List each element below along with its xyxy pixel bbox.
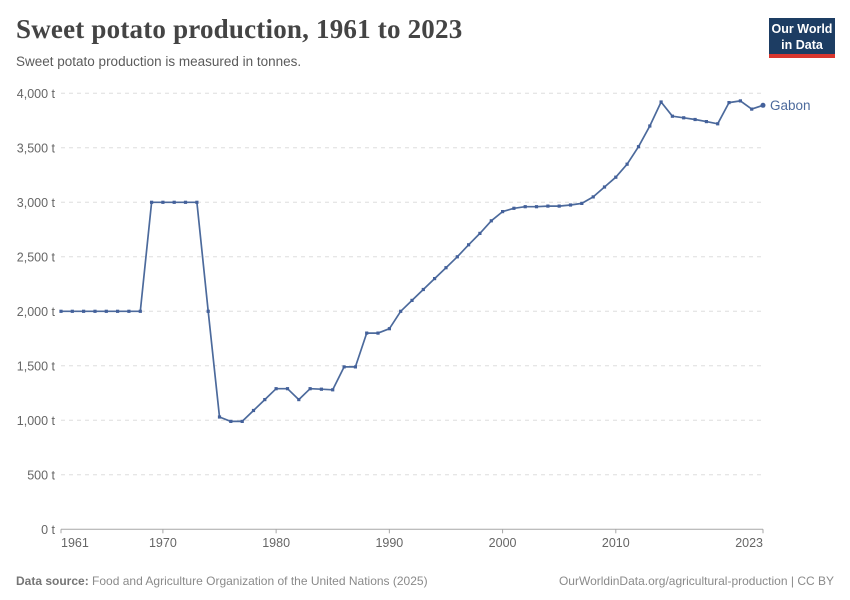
data-point[interactable] xyxy=(161,200,165,204)
data-point[interactable] xyxy=(670,114,674,118)
data-point[interactable] xyxy=(59,309,63,313)
data-point-last[interactable] xyxy=(760,102,766,108)
data-point[interactable] xyxy=(93,309,97,313)
data-point[interactable] xyxy=(727,101,731,105)
chart-title: Sweet potato production, 1961 to 2023 xyxy=(16,14,463,44)
data-point[interactable] xyxy=(104,309,108,313)
data-point[interactable] xyxy=(433,277,437,281)
y-axis-label: 3,000 t xyxy=(17,196,56,210)
y-axis-label: 0 t xyxy=(41,523,55,537)
data-point[interactable] xyxy=(625,162,629,166)
series-label[interactable]: Gabon xyxy=(770,98,811,113)
data-source-label: Data source: xyxy=(16,574,89,588)
data-point[interactable] xyxy=(602,185,607,189)
data-point[interactable] xyxy=(546,204,550,208)
data-point[interactable] xyxy=(376,331,380,335)
data-point[interactable] xyxy=(240,419,244,423)
data-point[interactable] xyxy=(195,200,199,204)
x-axis-label: 1970 xyxy=(149,536,177,550)
y-axis-label: 2,500 t xyxy=(17,250,56,264)
license-label: CC BY xyxy=(797,574,834,588)
data-point[interactable] xyxy=(614,175,618,179)
chart-header: Sweet potato production, 1961 to 2023 Sw… xyxy=(16,14,756,69)
data-line[interactable] xyxy=(61,100,764,423)
data-point[interactable] xyxy=(648,124,652,128)
data-point[interactable] xyxy=(704,120,708,124)
data-point[interactable] xyxy=(365,331,369,335)
y-axis-label: 500 t xyxy=(27,468,55,482)
data-point[interactable] xyxy=(693,117,697,122)
chart-footer: Data source: Food and Agriculture Organi… xyxy=(16,574,834,588)
data-point[interactable] xyxy=(636,145,641,149)
y-axis-label: 1,000 t xyxy=(17,414,56,428)
x-axis-label: 1990 xyxy=(375,536,403,550)
data-point[interactable] xyxy=(399,309,403,313)
data-point[interactable] xyxy=(82,309,86,313)
data-point[interactable] xyxy=(682,116,686,120)
data-point[interactable] xyxy=(455,255,459,259)
data-point[interactable] xyxy=(331,388,335,392)
data-point[interactable] xyxy=(342,365,346,369)
y-axis-label: 2,000 t xyxy=(17,305,56,319)
data-point[interactable] xyxy=(150,200,154,204)
data-point[interactable] xyxy=(319,387,323,391)
x-axis-label: 2000 xyxy=(489,536,517,550)
data-point[interactable] xyxy=(534,205,539,209)
data-source-note: Data source: Food and Agriculture Organi… xyxy=(16,574,428,588)
data-point[interactable] xyxy=(285,387,290,391)
data-point[interactable] xyxy=(580,201,584,205)
data-point[interactable] xyxy=(297,398,301,402)
data-point[interactable] xyxy=(70,309,74,313)
x-axis-label: 2023 xyxy=(735,536,763,550)
owid-logo-line2: in Data xyxy=(781,38,823,52)
data-point[interactable] xyxy=(568,203,573,207)
data-point[interactable] xyxy=(501,210,505,214)
y-axis-label: 1,500 t xyxy=(17,359,56,373)
data-source-text: Food and Agriculture Organization of the… xyxy=(88,574,428,588)
data-point[interactable] xyxy=(387,327,391,331)
x-axis-label: 1961 xyxy=(61,536,89,550)
data-point[interactable] xyxy=(523,205,527,209)
data-point[interactable] xyxy=(478,231,482,235)
data-point[interactable] xyxy=(116,309,120,313)
attribution-separator: | xyxy=(787,574,798,588)
data-point[interactable] xyxy=(750,107,754,111)
data-point[interactable] xyxy=(353,365,357,369)
y-axis-label: 3,500 t xyxy=(17,141,56,155)
data-point[interactable] xyxy=(138,309,142,313)
data-point[interactable] xyxy=(444,266,448,270)
x-axis-label: 2010 xyxy=(602,536,630,550)
data-point[interactable] xyxy=(127,309,131,313)
data-point[interactable] xyxy=(512,206,516,210)
data-point[interactable] xyxy=(274,387,278,391)
data-point[interactable] xyxy=(557,204,561,208)
data-point[interactable] xyxy=(489,219,493,223)
data-point[interactable] xyxy=(217,415,222,419)
data-point[interactable] xyxy=(263,398,267,402)
y-axis-label: 4,000 t xyxy=(17,87,56,101)
data-point[interactable] xyxy=(738,99,742,103)
owid-logo-line1: Our World xyxy=(771,22,833,36)
data-point[interactable] xyxy=(410,298,414,302)
data-point[interactable] xyxy=(183,200,188,204)
data-point[interactable] xyxy=(172,200,176,204)
data-point[interactable] xyxy=(421,287,425,292)
data-point[interactable] xyxy=(591,195,595,199)
owid-url-link[interactable]: OurWorldinData.org/agricultural-producti… xyxy=(558,574,788,588)
x-axis-label: 1980 xyxy=(262,536,290,550)
data-point[interactable] xyxy=(251,408,256,413)
attribution-note: OurWorldinData.org/agricultural-producti… xyxy=(559,574,834,588)
data-point[interactable] xyxy=(229,419,233,423)
data-point[interactable] xyxy=(206,309,210,313)
data-point[interactable] xyxy=(659,100,663,104)
data-point[interactable] xyxy=(716,122,720,126)
chart-subtitle: Sweet potato production is measured in t… xyxy=(16,54,302,69)
data-point[interactable] xyxy=(467,243,471,247)
data-point[interactable] xyxy=(308,387,312,391)
owid-logo[interactable]: Our World in Data xyxy=(769,18,835,58)
